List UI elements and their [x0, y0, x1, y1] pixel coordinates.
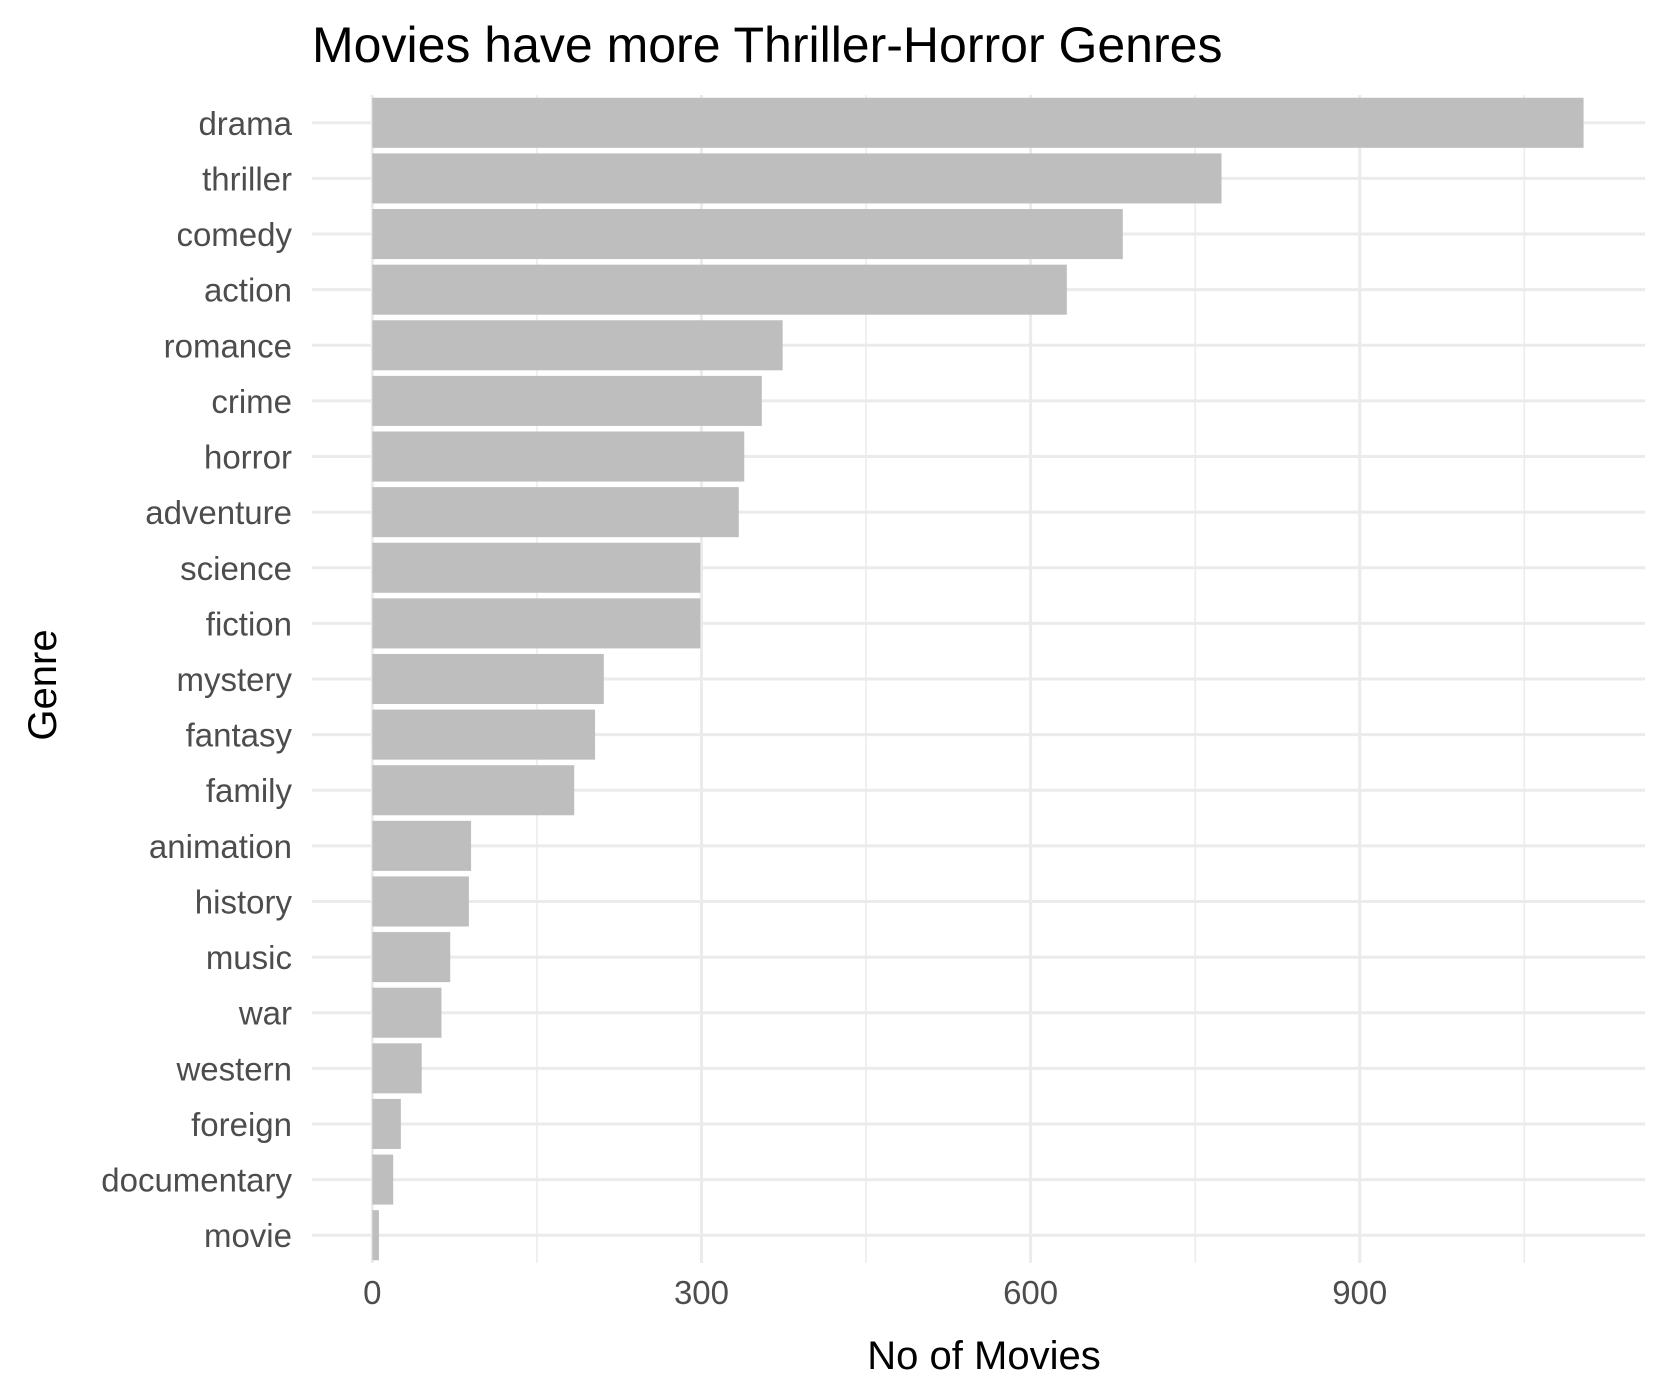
y-tick-label: fantasy [186, 717, 293, 754]
bars [372, 97, 1584, 1261]
y-tick-label: history [195, 883, 293, 920]
bar-fantasy [372, 709, 596, 760]
y-tick-label: mystery [177, 661, 293, 698]
y-tick-label: family [206, 772, 293, 809]
y-axis-title: Genre [21, 629, 65, 740]
x-axis-title: No of Movies [867, 1334, 1100, 1378]
bar-foreign [372, 1098, 401, 1149]
bar-history [372, 876, 469, 927]
bar-science [372, 542, 701, 593]
y-tick-label: war [238, 995, 292, 1032]
bar-family [372, 765, 575, 816]
bar-comedy [372, 209, 1123, 260]
bar-music [372, 932, 451, 983]
bar-fiction [372, 598, 701, 649]
bar-romance [372, 320, 783, 371]
y-tick-label: animation [149, 828, 292, 865]
y-tick-label: action [204, 272, 292, 309]
y-tick-label: thriller [202, 160, 292, 197]
y-tick-label: romance [164, 327, 292, 364]
y-tick-label: comedy [176, 216, 292, 253]
bar-war [372, 987, 442, 1038]
x-tick-label: 600 [1003, 1274, 1058, 1311]
y-axis-tick-labels: drama thriller comedy action romance crime hor… [101, 105, 292, 1254]
x-tick-label: 300 [674, 1274, 729, 1311]
bar-documentary [372, 1154, 394, 1205]
bar-western [372, 1043, 422, 1094]
bar-animation [372, 820, 472, 871]
y-tick-label: western [175, 1050, 292, 1087]
y-tick-label: music [206, 939, 292, 976]
bar-crime [372, 375, 762, 426]
y-tick-label: movie [204, 1217, 292, 1254]
y-tick-label: science [180, 550, 292, 587]
x-tick-label: 0 [363, 1274, 381, 1311]
bar-horror [372, 431, 745, 482]
x-tick-label: 900 [1332, 1274, 1387, 1311]
bar-adventure [372, 487, 739, 538]
bar-thriller [372, 153, 1222, 204]
bar-movie [372, 1210, 379, 1261]
y-tick-label: horror [204, 439, 292, 476]
chart-title: Movies have more Thriller-Horror Genres [312, 17, 1222, 73]
bar-drama [372, 97, 1584, 148]
x-axis-tick-labels: 0 300 600 900 [363, 1274, 1387, 1311]
bar-mystery [372, 653, 604, 705]
y-tick-label: drama [198, 105, 292, 142]
bar-action [372, 264, 1067, 315]
y-tick-label: documentary [101, 1162, 292, 1199]
y-tick-label: adventure [145, 494, 292, 531]
y-tick-label: crime [211, 383, 292, 420]
y-tick-label: fiction [206, 605, 292, 642]
y-tick-label: foreign [191, 1106, 292, 1143]
